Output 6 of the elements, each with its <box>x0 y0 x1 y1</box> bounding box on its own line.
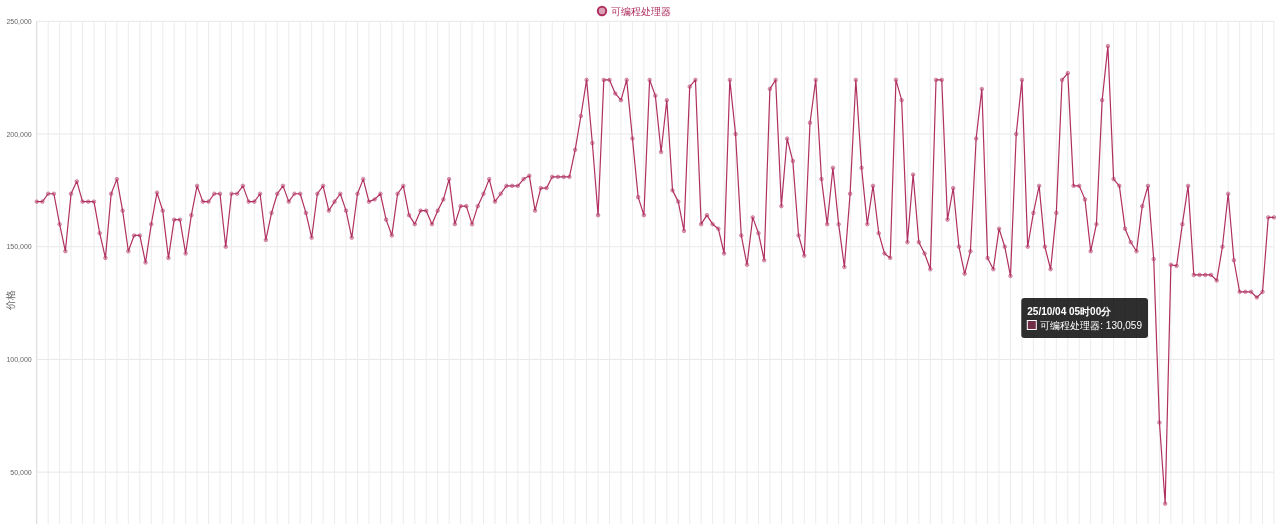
legend: 可编程处理器 <box>596 5 671 17</box>
y-axis-title: 价格 <box>4 290 16 311</box>
legend-label: 可编程处理器 <box>611 5 671 17</box>
tooltip: 25/10/04 05时00分 可编程处理器: 130,059 <box>1021 298 1148 338</box>
annotation: 25/10/04 05时00分 <box>1027 305 1113 317</box>
annotation: 可编程处理器: 130,059 <box>1040 319 1143 331</box>
